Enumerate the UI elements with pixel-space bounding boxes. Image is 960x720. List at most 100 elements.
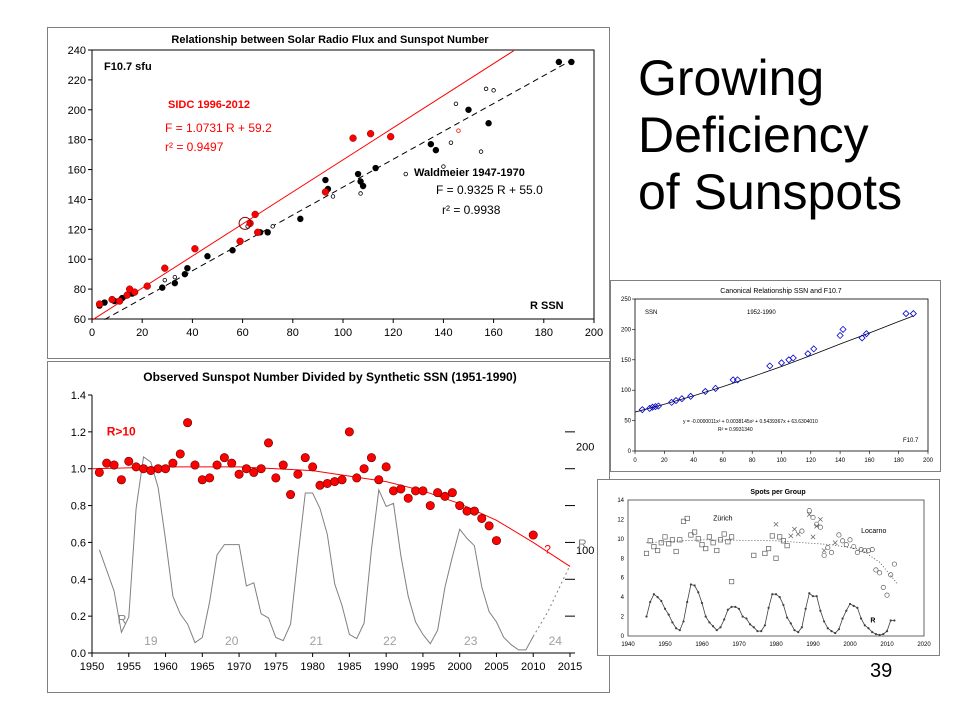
ratio-point bbox=[190, 460, 200, 470]
ratio-cycle-label: 22 bbox=[383, 634, 397, 648]
spots-curve-point bbox=[778, 596, 781, 599]
ratio-point bbox=[403, 493, 413, 503]
flux-sidc-point bbox=[236, 237, 244, 245]
spots-zurich-point bbox=[769, 533, 775, 539]
spots-y-tick-label: 6 bbox=[621, 576, 625, 582]
flux-sidc-point bbox=[95, 300, 104, 308]
flux-chart-panel: Relationship between Solar Radio Flux an… bbox=[47, 27, 610, 359]
flux-waldmeier-point bbox=[181, 270, 189, 278]
ratio-sunspot-cycle-projection bbox=[532, 565, 571, 637]
canonical-x-tick-label: 40 bbox=[690, 458, 697, 464]
ratio-point bbox=[396, 484, 406, 494]
ratio-point bbox=[418, 486, 428, 496]
ratio-point bbox=[440, 491, 450, 501]
ratio-point bbox=[389, 486, 399, 496]
spots-locarno-point bbox=[877, 570, 883, 576]
flux-sidc-point bbox=[387, 133, 395, 141]
ratio-y-tick-label: 0.0 bbox=[71, 648, 86, 660]
canonical-y-tick-label: 250 bbox=[621, 297, 632, 303]
canonical-plot-frame bbox=[634, 298, 929, 452]
ratio-sunspot-cycle-line bbox=[98, 456, 534, 651]
flux-sidc-point bbox=[115, 297, 124, 305]
flux-chart: Relationship between Solar Radio Flux an… bbox=[68, 34, 604, 339]
ratio-point bbox=[212, 460, 222, 470]
flux-waldmeier-point bbox=[171, 279, 179, 287]
spots-curve-point bbox=[652, 593, 655, 596]
flux-waldmeier-point bbox=[485, 120, 492, 127]
slide-number: 39 bbox=[870, 660, 893, 682]
spots-plot-frame bbox=[627, 499, 925, 637]
flux-waldmeier-point bbox=[184, 264, 191, 272]
spots-locarno-point bbox=[869, 546, 875, 553]
spots-zurich-point bbox=[643, 550, 650, 556]
spots-zurich-point bbox=[658, 540, 664, 546]
spots-curve-point bbox=[860, 617, 863, 620]
flux-sidc-point bbox=[191, 245, 199, 253]
ratio-point bbox=[161, 464, 171, 474]
ratio-y-tick-label: 0.4 bbox=[71, 574, 86, 586]
ratio-point bbox=[308, 462, 318, 472]
ratio-point bbox=[263, 438, 273, 448]
canonical-point bbox=[638, 406, 646, 414]
spots-x-tick-label: 2020 bbox=[917, 642, 931, 648]
ratio-right-tick-label: 100 bbox=[576, 545, 594, 557]
spots-curve-point bbox=[745, 617, 748, 620]
spots-curve-point bbox=[667, 613, 670, 616]
spots-curve-point bbox=[700, 601, 704, 605]
ratio-x-tick-label: 1980 bbox=[300, 661, 324, 673]
canonical-y-tick-label: 100 bbox=[621, 388, 632, 394]
spots-trend-line bbox=[646, 539, 899, 585]
flux-sidc-point bbox=[131, 288, 139, 296]
canonical-formula: y = -0.0000011x³ + 0.0038145x² + 0.54393… bbox=[683, 419, 818, 425]
spots-curve-point bbox=[734, 605, 737, 608]
canonical-x-tick-label: 200 bbox=[923, 458, 934, 464]
ratio-point bbox=[337, 475, 347, 485]
spots-zurich-point bbox=[703, 546, 709, 552]
flux-y-tick-label: 120 bbox=[68, 224, 86, 236]
spots-r-label: R bbox=[870, 617, 875, 624]
canonical-point bbox=[654, 402, 663, 410]
spots-x-tick-label: 1940 bbox=[621, 642, 635, 648]
spots-zurich-point bbox=[721, 531, 727, 537]
flux-sidc-point bbox=[108, 295, 116, 304]
flux-y-tick-label: 180 bbox=[68, 135, 86, 147]
ratio-x-tick-label: 2015 bbox=[558, 661, 582, 673]
canonical-ylabel: SSN bbox=[645, 310, 657, 316]
spots-curve-point bbox=[671, 621, 674, 624]
canonical-point bbox=[672, 396, 680, 405]
slide-title-line-2: Deficiency bbox=[638, 107, 869, 163]
canonical-x-tick-label: 100 bbox=[776, 458, 787, 464]
spots-curve-point bbox=[752, 626, 755, 629]
flux-y-tick-label: 240 bbox=[68, 45, 86, 57]
ratio-point bbox=[116, 475, 126, 485]
flux-x-tick-label: 40 bbox=[186, 327, 198, 339]
ratio-point bbox=[124, 456, 134, 466]
ratio-point bbox=[528, 530, 538, 540]
canonical-x-tick-label: 140 bbox=[835, 458, 846, 464]
canonical-period: 1952-1990 bbox=[747, 310, 776, 316]
flux-sidc-point bbox=[161, 264, 169, 272]
spots-cross-point bbox=[795, 531, 801, 537]
spots-y-tick-label: 2 bbox=[621, 615, 625, 621]
spots-x-tick-label: 2010 bbox=[880, 642, 894, 648]
spots-zurich-point bbox=[762, 550, 768, 556]
canonical-x-tick-label: 20 bbox=[661, 458, 668, 464]
ratio-x-tick-label: 1955 bbox=[117, 661, 141, 673]
spots-cross-point bbox=[821, 548, 827, 553]
ratio-x-tick-label: 1970 bbox=[227, 661, 251, 673]
ratio-point bbox=[168, 458, 178, 468]
ratio-point bbox=[469, 506, 479, 516]
flux-waldmeier-point bbox=[568, 58, 575, 66]
spots-curve-point bbox=[645, 615, 648, 618]
spots-curve-point bbox=[867, 627, 870, 630]
spots-locarno-point bbox=[858, 546, 864, 553]
flux-sidc-formula: F = 1.0731 R + 59.2 bbox=[165, 121, 272, 135]
spots-locarno-point bbox=[884, 592, 890, 598]
ratio-cycle-label: 21 bbox=[310, 634, 324, 648]
ratio-r10-label: R>10 bbox=[107, 425, 136, 439]
ratio-cycle-label: 19 bbox=[144, 634, 158, 648]
ratio-y-tick-label: 0.8 bbox=[71, 501, 86, 513]
ratio-point bbox=[455, 501, 465, 511]
canonical-x-tick-label: 180 bbox=[894, 458, 905, 464]
spots-zurich-point bbox=[706, 534, 712, 540]
